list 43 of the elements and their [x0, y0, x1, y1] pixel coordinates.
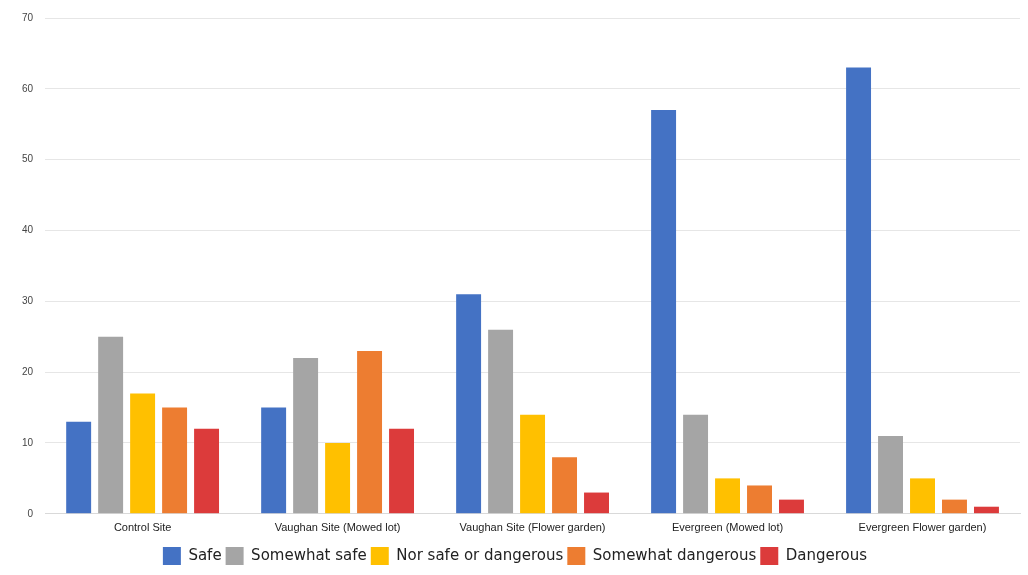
bar [98, 336, 124, 514]
bar [846, 67, 872, 514]
legend-label: Somewhat safe [251, 545, 367, 564]
bar [683, 414, 709, 514]
x-tick-label: Vaughan Site (Mowed lot) [274, 521, 401, 534]
bar [715, 478, 741, 514]
bar [162, 407, 188, 514]
bar [878, 435, 904, 514]
bar [488, 329, 514, 514]
bar [910, 478, 935, 514]
y-tick-label: 10 [22, 436, 34, 448]
bar [552, 457, 578, 514]
bar [973, 506, 999, 514]
y-tick-label: 30 [22, 295, 34, 307]
y-tick-label: 60 [22, 82, 34, 94]
bar [584, 492, 609, 514]
bar [357, 350, 383, 514]
legend-label: Nor safe or dangerous [396, 545, 564, 564]
bar [779, 499, 804, 514]
y-tick-label: 20 [22, 365, 34, 377]
y-tick-label: 0 [27, 507, 34, 519]
bar [293, 357, 319, 514]
legend-label: Dangerous [785, 545, 868, 564]
legend-label: Safe [188, 545, 222, 564]
y-tick-label: 70 [22, 11, 34, 23]
y-tick-label: 40 [22, 224, 34, 236]
y-tick-label: 50 [22, 153, 34, 165]
x-tick-label: Vaughan Site (Flower garden) [459, 521, 606, 534]
bar [651, 110, 677, 514]
bar [66, 421, 92, 514]
bar [389, 428, 415, 514]
bar [747, 485, 772, 514]
legend-label: Somewhat dangerous [592, 545, 757, 564]
bar [456, 294, 482, 514]
x-tick-label: Evergreen Flower garden) [858, 521, 987, 534]
bar [261, 407, 287, 514]
bar [942, 499, 967, 514]
bar [325, 442, 351, 514]
x-tick-label: Evergreen (Mowed lot) [671, 521, 784, 534]
bar [194, 428, 220, 514]
bar [130, 393, 156, 514]
x-tick-label: Control Site [113, 521, 172, 534]
bar [520, 414, 546, 514]
